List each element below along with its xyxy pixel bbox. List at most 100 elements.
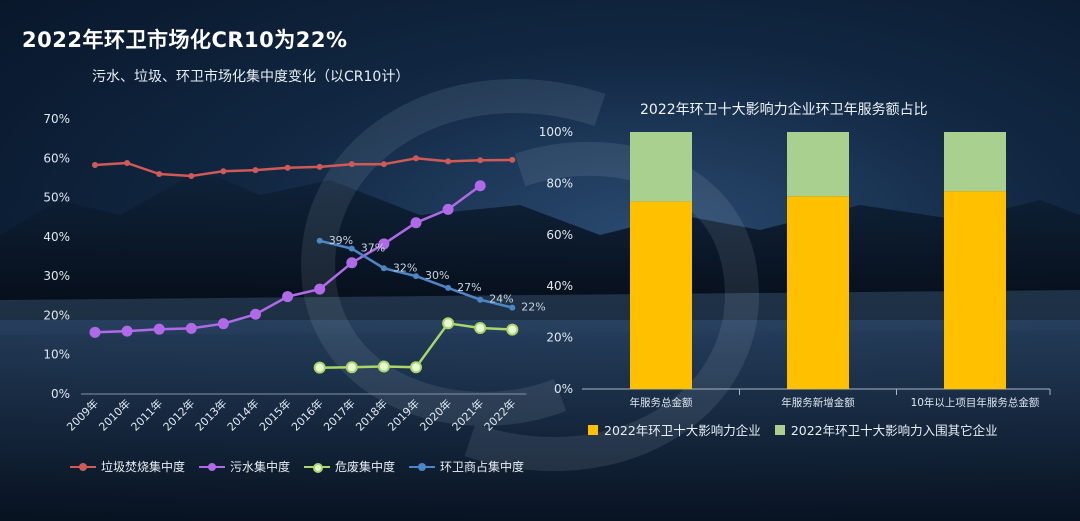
x-tick-label: 2021年: [449, 396, 486, 433]
y-tick-label: 40%: [546, 279, 573, 293]
legend-label: 2022年环卫十大影响力入围其它企业: [790, 423, 998, 438]
x-tick-label: 2016年: [288, 396, 325, 433]
data-point: [314, 283, 326, 295]
data-point: [345, 361, 358, 374]
y-tick-label: 40%: [43, 230, 70, 244]
bar-segment: [944, 191, 1006, 389]
x-tick-label: 2014年: [224, 396, 261, 433]
data-point: [377, 360, 390, 373]
chart-subtitle: 污水、垃圾、环卫市场化集中度变化（以CR10计）: [92, 69, 410, 85]
data-point: [316, 237, 323, 244]
x-tick-label: 2012年: [160, 396, 197, 433]
legend-swatch: [774, 424, 785, 435]
data-point: [413, 155, 419, 162]
bar-chart-title: 2022年环卫十大影响力企业环卫年服务额占比: [640, 102, 928, 118]
data-label: 22%: [521, 301, 545, 314]
series-line: [94, 184, 481, 334]
data-point: [506, 323, 519, 336]
x-tick-label: 2020年: [417, 396, 454, 433]
data-point: [185, 322, 197, 334]
y-tick-label: 100%: [539, 125, 573, 139]
x-tick-label: 2019年: [385, 396, 422, 433]
legend-swatch: [70, 462, 96, 472]
data-point: [380, 265, 387, 272]
data-point: [89, 326, 101, 338]
x-tick-label: 2015年: [256, 396, 293, 433]
bar-segment: [630, 201, 692, 389]
data-point: [220, 168, 227, 175]
x-tick-label: 2013年: [192, 396, 229, 433]
data-point: [121, 325, 133, 337]
data-point: [442, 317, 455, 330]
y-tick-label: 60%: [43, 151, 70, 165]
data-label: 39%: [329, 234, 353, 247]
legend-label: 危废集中度: [335, 460, 396, 474]
x-tick-label: 10年以上项目年服务总金额: [911, 396, 1040, 409]
y-tick-label: 70%: [43, 112, 70, 126]
data-point: [410, 361, 422, 374]
legend-label: 污水集中度: [230, 460, 291, 474]
data-point: [378, 238, 390, 250]
legend-swatch: [409, 462, 436, 472]
data-point: [313, 361, 326, 374]
y-tick-label: 20%: [43, 308, 70, 322]
data-point: [316, 163, 323, 170]
data-point: [474, 322, 487, 334]
y-tick-label: 0%: [51, 387, 70, 401]
legend-swatch: [304, 462, 331, 473]
y-tick-label: 30%: [43, 269, 70, 283]
data-point: [509, 156, 516, 163]
data-point: [477, 157, 484, 164]
legend-label: 2022年环卫十大影响力企业: [604, 423, 761, 438]
data-label: 32%: [393, 261, 417, 274]
bar-segment: [944, 132, 1006, 192]
data-point: [124, 160, 131, 166]
x-tick-label: 2017年: [320, 396, 357, 433]
data-point: [348, 245, 355, 252]
legend-item: 2022年环卫十大影响力入围其它企业: [774, 420, 998, 439]
data-point: [252, 167, 259, 174]
legend-swatch: [199, 462, 226, 472]
legend-item: 2022年环卫十大影响力企业: [588, 420, 761, 439]
bar-chart-legend: 2022年环卫十大影响力企业 2022年环卫十大影响力入围其它企业: [588, 420, 1012, 439]
data-point: [284, 164, 291, 171]
data-point: [410, 217, 422, 229]
x-tick-label: 2011年: [128, 396, 165, 433]
watermark-logo: [301, 79, 759, 471]
data-point: [188, 172, 195, 179]
data-point: [474, 180, 486, 192]
y-tick-label: 60%: [546, 228, 573, 242]
y-tick-label: 80%: [546, 176, 573, 190]
x-tick-label: 2009年: [64, 396, 101, 433]
data-point: [380, 161, 387, 168]
data-point: [217, 318, 229, 330]
data-point: [156, 171, 163, 177]
data-point: [442, 203, 454, 215]
page-title: 2022年环卫市场化CR10为22%: [22, 28, 348, 52]
data-label: 37%: [361, 242, 385, 255]
data-point: [92, 161, 98, 168]
x-tick-label: 年服务新增金额: [781, 396, 855, 409]
bar-segment: [630, 132, 692, 202]
y-tick-label: 0%: [554, 382, 573, 396]
legend-item: 危废集中度: [304, 458, 395, 475]
legend-item: 垃圾焚烧集中度: [70, 458, 185, 475]
line-chart-legend: 垃圾焚烧集中度 污水集中度 危废集中度 环卫商占集中度: [70, 458, 538, 475]
y-tick-label: 20%: [546, 331, 573, 345]
x-tick-label: 年服务总金额: [630, 396, 693, 409]
data-point: [348, 161, 355, 168]
x-tick-label: 2010年: [96, 396, 133, 433]
data-point: [445, 158, 452, 165]
bar-segment: [787, 132, 849, 197]
x-tick-label: 2022年: [481, 396, 518, 433]
legend-label: 环卫商占集中度: [440, 460, 525, 474]
legend-item: 环卫商占集中度: [409, 458, 524, 475]
legend-item: 污水集中度: [199, 458, 290, 475]
data-point: [282, 291, 294, 303]
data-label: 24%: [489, 293, 513, 306]
data-point: [346, 257, 358, 269]
data-label: 30%: [425, 269, 449, 282]
data-label: 27%: [457, 281, 481, 294]
data-point: [509, 304, 516, 311]
